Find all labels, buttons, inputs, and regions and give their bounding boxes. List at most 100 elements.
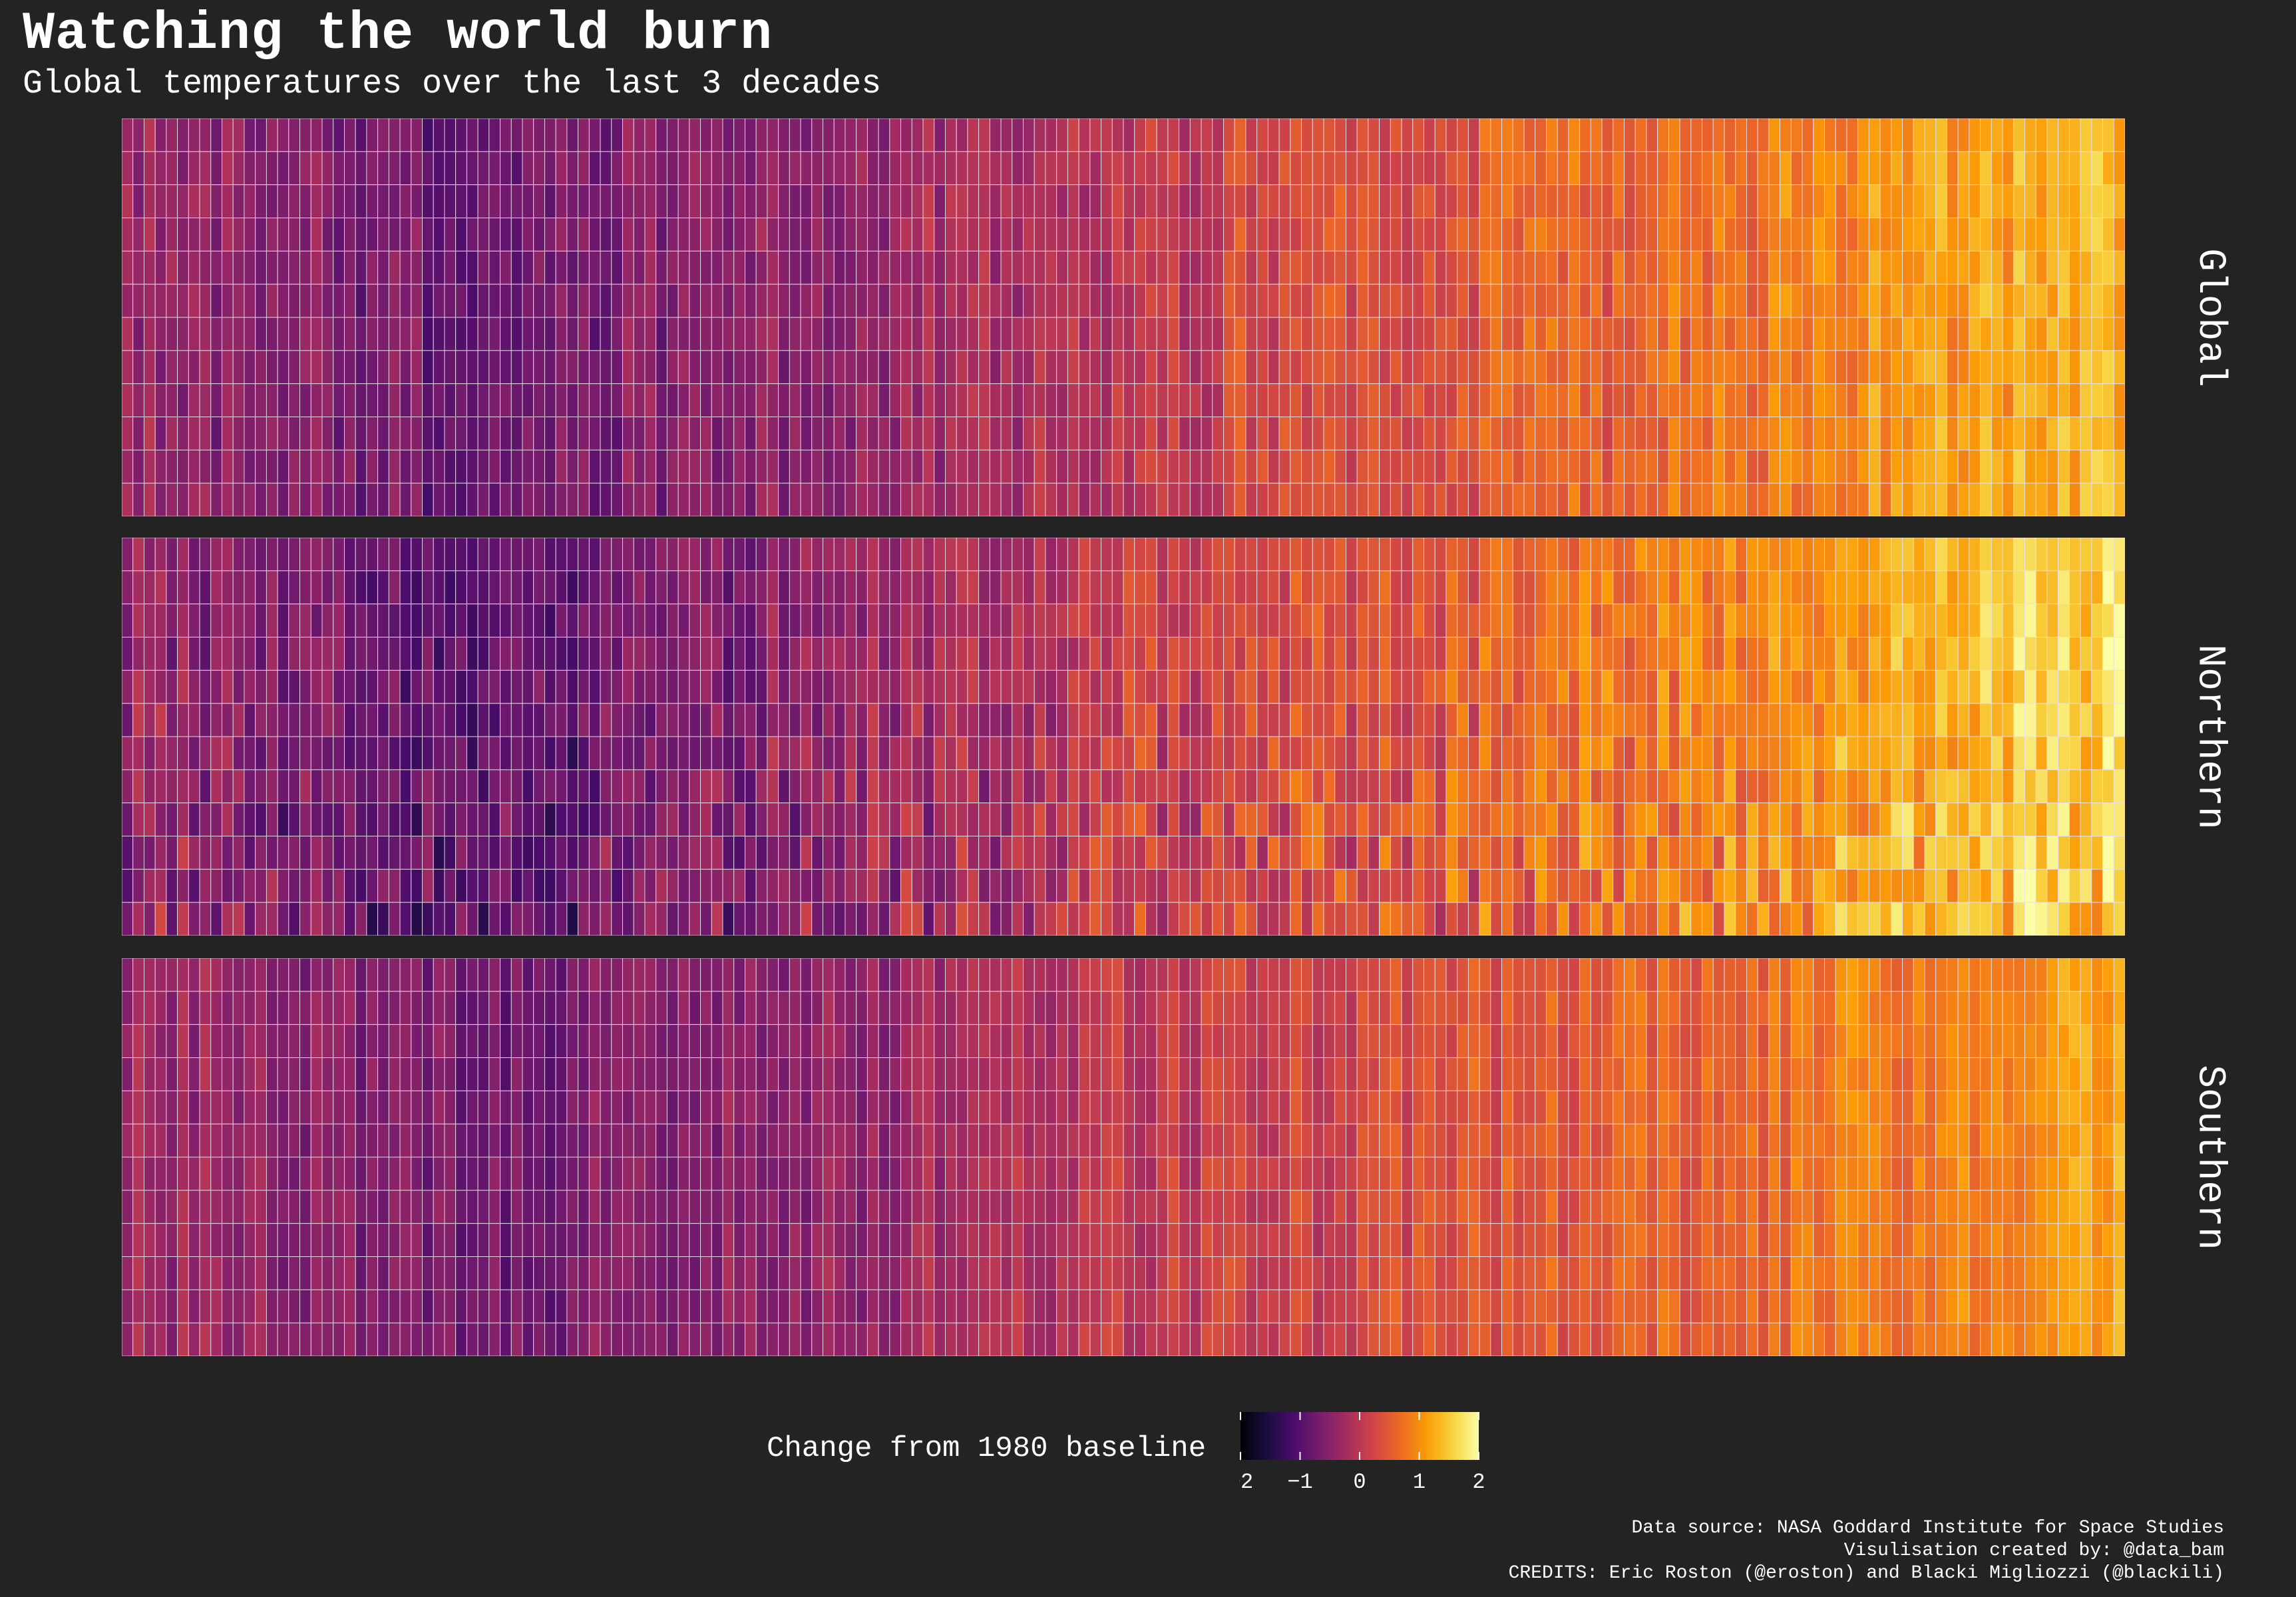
heatmap-cell [1557, 868, 1569, 903]
heatmap-cell [388, 570, 401, 605]
heatmap-cell [422, 669, 434, 704]
heatmap-cell [1679, 350, 1692, 385]
heatmap-cell [900, 383, 912, 417]
heatmap-cell [1111, 836, 1124, 870]
heatmap-cell [1902, 637, 1914, 671]
heatmap-cell [132, 283, 144, 318]
heatmap-cell [644, 570, 657, 605]
heatmap-cell [210, 802, 222, 836]
heatmap-cell [1735, 570, 1747, 605]
heatmap-cell [1813, 902, 1825, 936]
heatmap-cell [2080, 151, 2092, 186]
heatmap-cell [600, 1057, 612, 1091]
heatmap-cell [533, 604, 545, 637]
heatmap-cell [1780, 570, 1792, 605]
heatmap-cell [633, 1057, 646, 1091]
heatmap-cell [266, 669, 278, 704]
heatmap-cell [611, 1090, 623, 1125]
heatmap-cell [778, 151, 790, 186]
heatmap-cell [1535, 118, 1547, 152]
heatmap-cell [2013, 902, 2025, 936]
heatmap-cell [1445, 449, 1458, 484]
heatmap-cell [1334, 769, 1346, 804]
heatmap-cell [755, 902, 768, 936]
heatmap-cell [1768, 703, 1781, 737]
heatmap-cell [1034, 482, 1046, 516]
heatmap-cell [1457, 151, 1469, 186]
heatmap-cell [1613, 118, 1625, 152]
heatmap-cell [1601, 669, 1614, 704]
heatmap-cell [1579, 836, 1591, 870]
heatmap-cell [355, 736, 367, 771]
heatmap-cell [1523, 184, 1536, 218]
heatmap-cell [1746, 868, 1758, 903]
heatmap-cell [1712, 637, 1725, 671]
heatmap-cell [1234, 250, 1246, 285]
heatmap-cell [477, 669, 490, 704]
heatmap-cell [622, 736, 634, 771]
heatmap-cell [1668, 736, 1680, 771]
heatmap-cell [1624, 218, 1636, 252]
heatmap-cell [677, 283, 690, 318]
heatmap-cell [1000, 868, 1013, 903]
heatmap-cell [911, 317, 924, 351]
heatmap-cell [500, 184, 512, 218]
heatmap-cell [778, 184, 790, 218]
heatmap-cell [210, 570, 222, 605]
heatmap-cell [310, 1156, 323, 1191]
heatmap-cell [1012, 802, 1024, 836]
heatmap-cell [544, 1322, 556, 1356]
heatmap-cell [1445, 570, 1458, 605]
heatmap-cell [255, 118, 267, 152]
heatmap-cell [1301, 802, 1313, 836]
heatmap-cell [1457, 283, 1469, 318]
heatmap-cell [677, 736, 690, 771]
heatmap-cell [1613, 604, 1625, 637]
heatmap-cell [800, 604, 813, 637]
heatmap-cell [299, 802, 311, 836]
heatmap-cell [1123, 637, 1135, 671]
heatmap-cell [1067, 570, 1079, 605]
heatmap-cell [1768, 383, 1781, 417]
heatmap-cell [510, 1190, 523, 1224]
heatmap-cell [911, 769, 924, 804]
heatmap-cell [944, 184, 957, 218]
heatmap-cell [823, 317, 835, 351]
heatmap-cell [578, 417, 590, 450]
heatmap-cell [222, 317, 234, 351]
heatmap-cell [1657, 482, 1669, 516]
heatmap-cell [477, 1024, 490, 1058]
heatmap-cell [143, 769, 156, 804]
heatmap-cell [1690, 538, 1703, 572]
heatmap-cell [733, 417, 745, 450]
heatmap-cell [411, 769, 423, 804]
heatmap-cell [321, 538, 334, 572]
heatmap-cell [856, 769, 868, 804]
heatmap-cell [1613, 350, 1625, 385]
heatmap-cell [1590, 902, 1603, 936]
heatmap-cell [934, 538, 946, 572]
heatmap-cell [488, 669, 501, 704]
heatmap-cell [611, 317, 623, 351]
heatmap-cell [566, 570, 579, 605]
heatmap-cell [1167, 802, 1180, 836]
heatmap-cell [967, 902, 980, 936]
heatmap-cell [1390, 350, 1402, 385]
heatmap-cell [1000, 902, 1013, 936]
heatmap-cell [1234, 902, 1246, 936]
heatmap-cell [433, 769, 445, 804]
heatmap-cell [1034, 449, 1046, 484]
heatmap-cell [1368, 218, 1380, 252]
heatmap-cell [733, 1322, 745, 1356]
heatmap-cell [500, 604, 512, 637]
heatmap-cell [154, 317, 167, 351]
heatmap-cell [244, 218, 256, 252]
heatmap-cell [343, 218, 356, 252]
heatmap-cell [566, 669, 579, 704]
heatmap-cell [1479, 118, 1491, 152]
heatmap-cell [1479, 802, 1491, 836]
heatmap-cell [2091, 868, 2104, 903]
heatmap-cell [1457, 482, 1469, 516]
heatmap-cell [845, 868, 857, 903]
heatmap-cell [611, 449, 623, 484]
